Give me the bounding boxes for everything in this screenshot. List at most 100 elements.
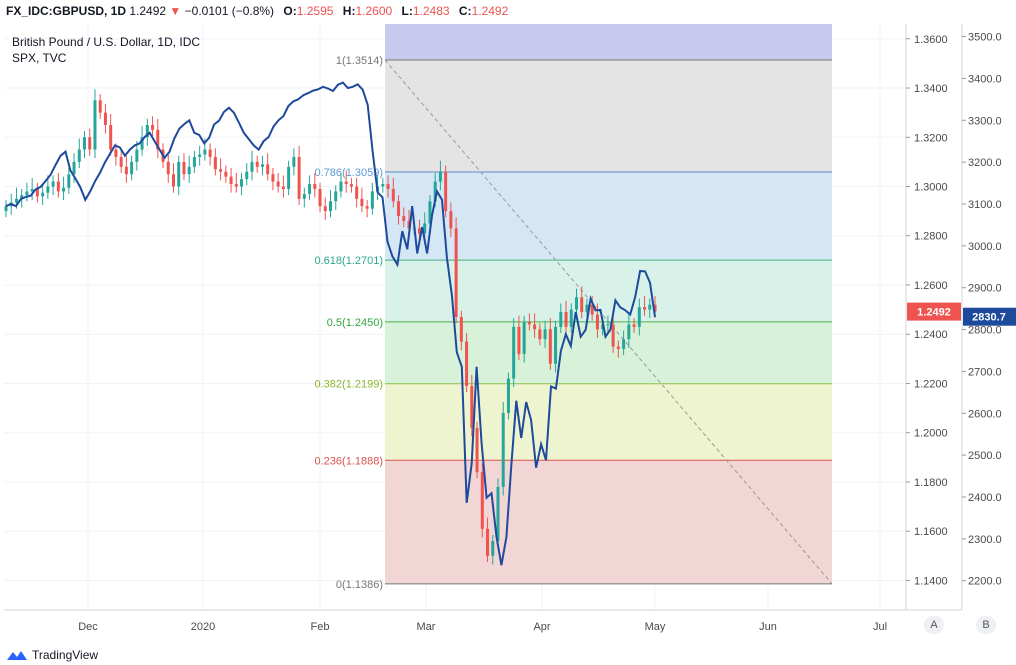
left-tick-label: 1.3400 (914, 83, 948, 95)
candle-body (512, 326, 516, 379)
candle-body (287, 166, 291, 189)
time-tick-label: Feb (311, 621, 330, 633)
candle-body (98, 100, 102, 113)
fib-level-label: 0.236(1.1888) (315, 455, 384, 467)
candle-body (83, 137, 87, 150)
candle-body (339, 181, 343, 192)
right-tick-label: 3400.0 (968, 73, 1002, 85)
candle-body (470, 385, 474, 428)
right-tick-label: 2800.0 (968, 325, 1002, 337)
candle-body (313, 184, 317, 189)
candle-body (423, 223, 427, 234)
candle-body (46, 186, 50, 193)
price-change: −0.0101 (−0.8%) (184, 4, 275, 18)
candle-body (182, 161, 186, 175)
right-tick-label: 2900.0 (968, 283, 1002, 295)
candle-body (187, 166, 191, 175)
last-spx-badge (963, 307, 1016, 326)
chart-legend: British Pound / U.S. Dollar, 1D, IDC SPX… (12, 34, 200, 66)
legend-compare-series[interactable]: SPX, TVC (12, 51, 67, 65)
fib-level-label: 0.5(1.2450) (327, 317, 383, 329)
candle-body (449, 211, 453, 229)
candle-body (527, 321, 531, 325)
left-tick-label: 1.2800 (914, 231, 948, 243)
candle-body (271, 174, 275, 182)
candle-body (245, 171, 249, 180)
axes: 1.3600 1.3400 1.3200 1.3000 1.2800 1.2600 1.24… (4, 24, 1016, 633)
candle-body (14, 198, 18, 203)
candle-body (465, 341, 469, 386)
candle-body (637, 307, 641, 327)
candle-body (219, 169, 223, 172)
candle-body (590, 304, 594, 315)
candle-body (297, 156, 301, 199)
time-tick-label: Mar (417, 621, 436, 633)
candle-body (428, 201, 432, 224)
candle-body (506, 378, 510, 414)
candle-body (135, 149, 139, 162)
candle-body (302, 193, 306, 199)
scale-a-button[interactable]: A (924, 616, 944, 634)
candle-body (203, 149, 207, 155)
left-tick-label: 1.1400 (914, 575, 948, 587)
candle-body (88, 137, 92, 150)
candle-body (402, 216, 406, 221)
candle-body (344, 181, 348, 185)
fib-zone (385, 260, 832, 322)
fib-level-label: 0.786(1.3059) (315, 167, 384, 179)
candle-body (517, 326, 521, 354)
right-tick-label: 3000.0 (968, 241, 1002, 253)
candle-body (543, 329, 547, 340)
candle-body (381, 184, 385, 187)
candle-body (329, 201, 332, 212)
candle-body (250, 161, 254, 172)
fib-trend-line (384, 59, 833, 585)
brand-footer[interactable]: TradingView (6, 648, 98, 662)
candle-body (433, 181, 437, 202)
candle-body (355, 186, 359, 199)
candle-body (20, 195, 24, 199)
fib-level-label: 0(1.1386) (336, 579, 383, 591)
candle-body (114, 149, 118, 157)
candle-body (334, 191, 338, 202)
right-tick-label: 2700.0 (968, 366, 1002, 378)
gbpusd-candles (4, 89, 657, 565)
candle-body (234, 184, 238, 187)
candle-body (323, 206, 327, 212)
candle-body (496, 486, 500, 542)
candle-body (533, 324, 537, 330)
candle-body (564, 312, 568, 327)
fib-zone-top (385, 24, 832, 60)
candle-body (255, 161, 259, 167)
candle-body (391, 188, 395, 202)
right-tick-label: 3300.0 (968, 115, 1002, 127)
candle-body (480, 472, 484, 529)
candle-body (56, 181, 60, 192)
fibonacci-retracement[interactable]: 1(1.3514) 0.786(1.3059) 0.618(1.2701) 0.5(1… (315, 24, 833, 591)
candle-body (559, 312, 563, 327)
time-tick-label: Jul (873, 621, 887, 633)
left-tick-label: 1.2600 (914, 280, 948, 292)
candle-body (360, 198, 364, 207)
candle-body (308, 184, 312, 194)
candle-body (208, 149, 212, 157)
candle-body (166, 161, 170, 175)
candle-body (156, 129, 160, 150)
right-tick-label: 2600.0 (968, 408, 1002, 420)
last-price-badge-label: 1.2492 (917, 307, 951, 319)
candle-body (616, 346, 620, 350)
left-tick-label: 1.2200 (914, 378, 948, 390)
candle-body (240, 179, 244, 187)
symbol-header: FX_IDC:GBPUSD, 1D 1.2492 ▼ −0.0101 (−0.8… (6, 2, 508, 20)
candle-body (438, 171, 442, 182)
candle-body (606, 324, 610, 326)
candle-body (198, 154, 202, 157)
candle-body (548, 329, 552, 364)
candle-body (569, 309, 573, 327)
open-value: 1.2595 (296, 4, 334, 18)
candle-body (595, 314, 599, 330)
legend-main-series[interactable]: British Pound / U.S. Dollar, 1D, IDC (12, 35, 201, 49)
candle-body (151, 124, 155, 130)
scale-b-button[interactable]: B (976, 616, 996, 634)
